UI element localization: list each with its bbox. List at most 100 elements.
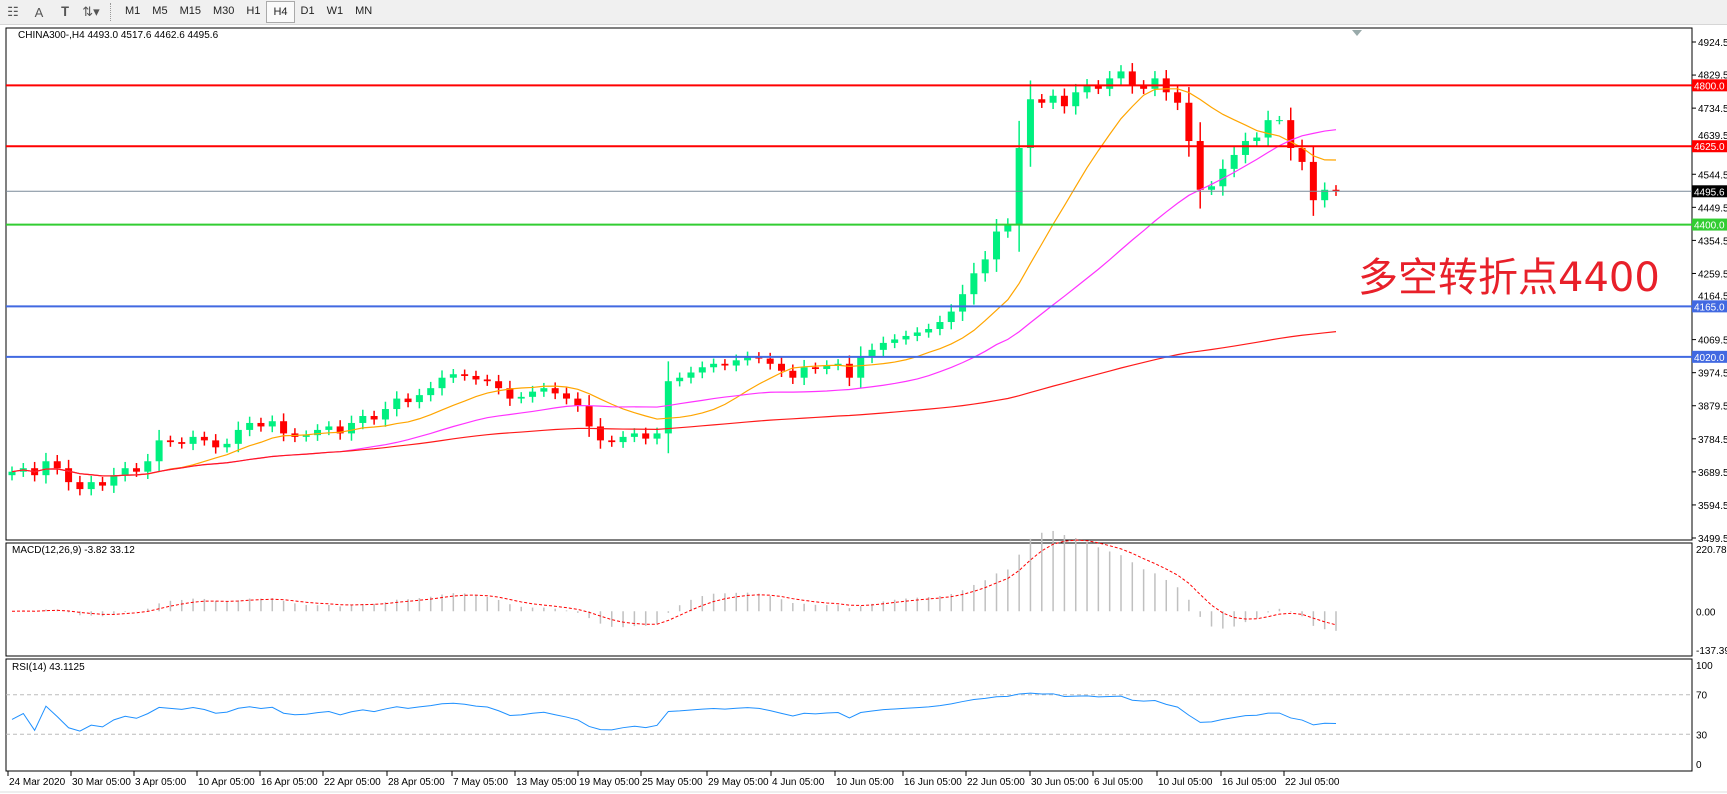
text-icon[interactable]: A [34, 4, 44, 20]
candle-body [879, 342, 887, 350]
time-tick-label: 30 Jun 05:00 [1031, 777, 1089, 788]
candle-body [891, 339, 899, 343]
candle-body [778, 363, 786, 371]
candle-body [845, 363, 853, 378]
rsi-line [11, 692, 1337, 732]
candle-body [178, 442, 186, 444]
candle-body [970, 273, 978, 295]
candle-body [857, 356, 865, 378]
candle-body [596, 426, 604, 441]
main-chart-title: CHINA300-,H4 4493.0 4517.6 4462.6 4495.6 [18, 30, 219, 41]
timeframe-m15[interactable]: M15 [179, 5, 201, 17]
candle-body [347, 422, 355, 434]
candle-body [744, 356, 752, 361]
candle-body [529, 391, 537, 397]
price-tick-label: 4354.5 [1698, 236, 1727, 247]
timeframe-w1[interactable]: W1 [326, 5, 344, 17]
candle-body [1083, 85, 1091, 93]
chart-shift-marker [1352, 30, 1362, 36]
candle-body [302, 435, 310, 437]
candle-body [902, 335, 910, 340]
candle-body [664, 381, 672, 434]
level-label: 4625.0 [1694, 142, 1725, 153]
rsi-tick-label: 0 [1696, 760, 1702, 771]
candle-body [370, 416, 378, 420]
price-tick-label: 4829.5 [1698, 70, 1727, 81]
candle-body [1287, 120, 1295, 148]
candle-body [472, 375, 480, 380]
candle-body [200, 436, 208, 441]
candle-body [585, 405, 593, 427]
candle-body [99, 482, 107, 486]
candle-body [1140, 85, 1148, 89]
timeframe-m5[interactable]: M5 [152, 5, 168, 17]
candle-body [393, 398, 401, 410]
candle-body [642, 433, 650, 439]
level-label: 4400.0 [1694, 221, 1725, 232]
candle-body [381, 409, 389, 420]
time-tick-label: 22 Jun 05:00 [967, 777, 1025, 788]
timeframe-h1[interactable]: H1 [246, 5, 261, 17]
candle-body [76, 482, 84, 490]
candle-body [1253, 137, 1261, 142]
price-tick-label: 3689.5 [1698, 468, 1727, 479]
candle-body [110, 475, 118, 486]
price-tick-label: 3499.5 [1698, 534, 1727, 545]
candle-body [676, 377, 684, 382]
rsi-tick-label: 100 [1696, 661, 1713, 672]
candle-body [223, 443, 231, 448]
candle-body [698, 367, 706, 373]
candle-body [155, 440, 163, 462]
candle-body [959, 294, 967, 312]
text-label-icon[interactable]: 𝐓 [60, 4, 70, 19]
level-label-bg [1692, 350, 1727, 363]
rsi-pane [5, 658, 1693, 772]
candle-body [981, 259, 989, 274]
toolbar-separator [110, 3, 113, 21]
timeframe-h4[interactable]: H4 [266, 1, 295, 23]
timeframe-m30[interactable]: M30 [212, 5, 235, 17]
candle-body [121, 468, 129, 476]
candle-body [280, 421, 288, 434]
candle-body [1128, 71, 1136, 86]
level-label-bg [1692, 185, 1727, 198]
candle-body [925, 328, 933, 333]
ma-slow-line [11, 331, 1337, 477]
price-tick-label: 4069.5 [1698, 336, 1727, 347]
macd-pane [5, 542, 1693, 657]
level-label-bg [1692, 300, 1727, 313]
time-tick-label: 10 Apr 05:00 [198, 777, 255, 788]
timeframe-m1[interactable]: M1 [125, 5, 141, 17]
candle-body [823, 365, 831, 370]
candle-body [246, 422, 254, 430]
candle-body [732, 360, 740, 366]
time-tick-label: 4 Jun 05:00 [772, 777, 825, 788]
candle-body [1321, 189, 1329, 201]
timeframe-d1[interactable]: D1 [300, 5, 315, 17]
candle-body [234, 429, 242, 444]
candle-body [483, 379, 491, 382]
annotation-text: 多空转折点4400 [1358, 255, 1660, 301]
grid-icon[interactable]: ☷ [7, 4, 19, 19]
candle-body [359, 416, 367, 423]
time-tick-label: 7 May 05:00 [453, 777, 508, 788]
arrows-icon[interactable]: ⇅▾ [82, 4, 100, 19]
candle-body [87, 482, 95, 490]
candle-body [947, 311, 955, 323]
candle-body [212, 440, 220, 448]
candle-body [936, 322, 944, 329]
timeframe-mn[interactable]: MN [355, 5, 373, 17]
level-label: 4800.0 [1694, 81, 1725, 92]
price-tick-label: 4164.5 [1698, 291, 1727, 302]
candle-body [427, 388, 435, 396]
candle-body [619, 436, 627, 443]
macd-tick-label: 220.78 [1696, 545, 1727, 556]
ma-fast-line [11, 88, 1337, 477]
candle-body [687, 372, 695, 378]
candle-body [189, 436, 197, 444]
time-tick-label: 24 Mar 2020 [9, 777, 66, 788]
candle-body [721, 363, 729, 366]
candle-body [1185, 102, 1193, 142]
level-label: 4020.0 [1694, 353, 1725, 364]
